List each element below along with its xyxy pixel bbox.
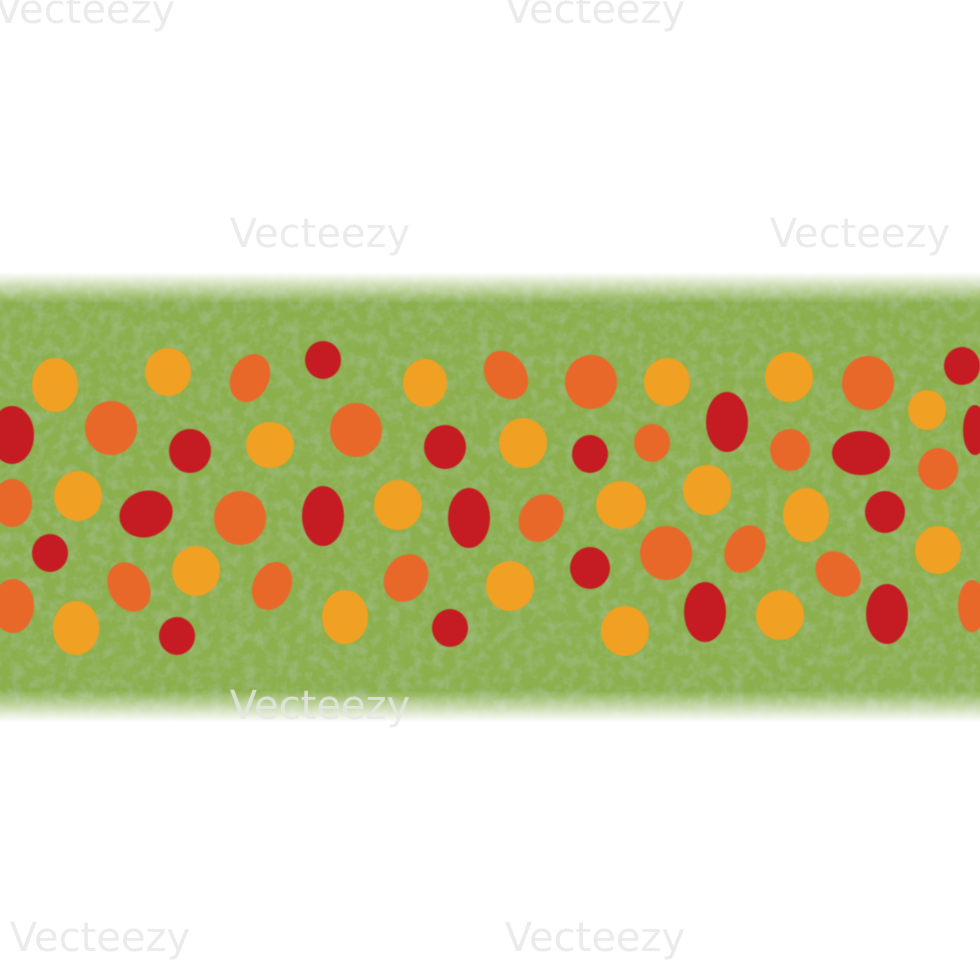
dot bbox=[330, 403, 382, 457]
watermark: Vecteezy bbox=[10, 915, 190, 961]
dot bbox=[499, 418, 547, 468]
dot bbox=[246, 422, 294, 468]
dot bbox=[229, 353, 271, 403]
dot bbox=[724, 525, 766, 573]
dot bbox=[305, 341, 341, 379]
watermarks: Vecteezy Vecteezy Vecteezy Vecteezy Vect… bbox=[0, 0, 950, 961]
dot bbox=[448, 488, 490, 548]
dot bbox=[374, 480, 422, 530]
dot bbox=[815, 551, 861, 597]
dot bbox=[32, 358, 78, 412]
dot bbox=[483, 350, 529, 400]
dot bbox=[518, 494, 564, 542]
watermark: Vecteezy bbox=[505, 0, 685, 33]
watermark: Vecteezy bbox=[230, 683, 410, 729]
dot bbox=[765, 352, 813, 402]
dot bbox=[842, 356, 894, 410]
watermark: Vecteezy bbox=[770, 211, 950, 257]
dot bbox=[908, 390, 946, 430]
watermark: Vecteezy bbox=[230, 211, 410, 257]
dot bbox=[770, 429, 810, 471]
dot bbox=[169, 429, 211, 473]
dot bbox=[159, 617, 195, 655]
dot bbox=[601, 606, 649, 656]
dot bbox=[706, 392, 748, 452]
dots bbox=[0, 341, 980, 656]
dot bbox=[432, 609, 468, 647]
dot bbox=[756, 590, 804, 640]
watermark: Vecteezy bbox=[0, 0, 175, 33]
dot bbox=[107, 562, 151, 612]
dot bbox=[32, 534, 68, 572]
dot bbox=[958, 580, 980, 632]
dot bbox=[172, 546, 220, 596]
dot bbox=[53, 601, 99, 655]
dot bbox=[322, 590, 368, 644]
dot bbox=[596, 481, 646, 529]
dot bbox=[486, 561, 534, 611]
dot bbox=[915, 526, 961, 574]
dot bbox=[403, 359, 447, 407]
dot bbox=[572, 435, 608, 473]
dot bbox=[683, 465, 731, 515]
dot bbox=[251, 561, 293, 611]
dot bbox=[640, 526, 692, 580]
dot bbox=[644, 358, 690, 406]
dot bbox=[424, 425, 466, 469]
dot bbox=[565, 355, 617, 409]
dot bbox=[383, 554, 429, 602]
dot bbox=[0, 406, 34, 464]
dot bbox=[963, 405, 980, 455]
dot bbox=[214, 491, 266, 545]
dot bbox=[865, 491, 905, 533]
dot bbox=[684, 582, 726, 642]
dot bbox=[783, 488, 829, 542]
dot bbox=[302, 486, 344, 546]
dot bbox=[570, 547, 610, 589]
dot bbox=[918, 448, 958, 490]
dot bbox=[832, 431, 890, 475]
dot bbox=[944, 347, 980, 385]
dot bbox=[0, 479, 32, 527]
dot bbox=[145, 348, 191, 396]
dot bbox=[119, 490, 173, 538]
dot bbox=[866, 584, 908, 644]
dot bbox=[85, 401, 137, 455]
dot bbox=[634, 424, 670, 462]
watermark: Vecteezy bbox=[505, 915, 685, 961]
dot bbox=[0, 579, 34, 633]
dot bbox=[54, 471, 102, 521]
